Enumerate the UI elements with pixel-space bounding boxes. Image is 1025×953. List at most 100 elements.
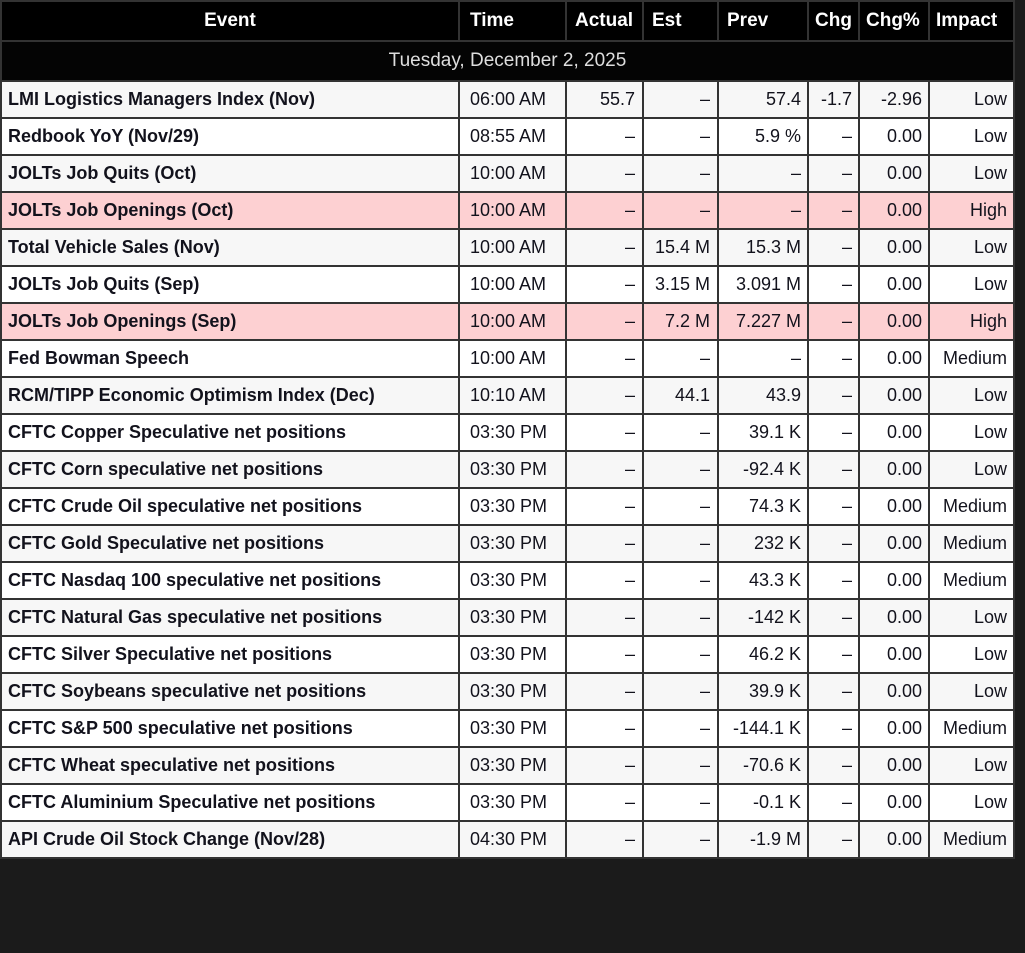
previous-cell: 7.227 M — [718, 303, 808, 340]
impact-cell: Low — [929, 747, 1014, 784]
previous-cell: 3.091 M — [718, 266, 808, 303]
actual-value-cell: – — [566, 821, 643, 858]
estimate-cell: – — [643, 414, 718, 451]
event-row[interactable]: CFTC Soybeans speculative net positions … — [1, 673, 1014, 710]
time-cell: 03:30 PM — [459, 525, 566, 562]
actual-value-cell: – — [566, 710, 643, 747]
estimate-cell: – — [643, 192, 718, 229]
time-cell: 03:30 PM — [459, 747, 566, 784]
estimate-cell: – — [643, 673, 718, 710]
change-cell: – — [808, 118, 859, 155]
event-row[interactable]: CFTC S&P 500 speculative net positions 0… — [1, 710, 1014, 747]
event-name-cell: RCM/TIPP Economic Optimism Index (Dec) — [1, 377, 459, 414]
event-row[interactable]: CFTC Silver Speculative net positions 03… — [1, 636, 1014, 673]
time-cell: 10:10 AM — [459, 377, 566, 414]
column-header-row: Event Time Actual Est Prev Chg Chg% Impa… — [1, 1, 1014, 41]
change-cell: – — [808, 303, 859, 340]
impact-cell: Low — [929, 784, 1014, 821]
event-row[interactable]: JOLTs Job Quits (Sep) 10:00 AM – 3.15 M … — [1, 266, 1014, 303]
time-cell: 03:30 PM — [459, 488, 566, 525]
event-name-cell: CFTC Copper Speculative net positions — [1, 414, 459, 451]
previous-cell: – — [718, 340, 808, 377]
event-name-cell: CFTC S&P 500 speculative net positions — [1, 710, 459, 747]
event-row[interactable]: JOLTs Job Openings (Oct) 10:00 AM – – – … — [1, 192, 1014, 229]
impact-cell: Low — [929, 673, 1014, 710]
change-pct-cell: 0.00 — [859, 229, 929, 266]
change-cell: – — [808, 155, 859, 192]
event-row[interactable]: Redbook YoY (Nov/29) 08:55 AM – – 5.9 % … — [1, 118, 1014, 155]
event-row[interactable]: CFTC Natural Gas speculative net positio… — [1, 599, 1014, 636]
impact-cell: Medium — [929, 488, 1014, 525]
change-cell: – — [808, 266, 859, 303]
event-row[interactable]: CFTC Aluminium Speculative net positions… — [1, 784, 1014, 821]
event-row[interactable]: CFTC Wheat speculative net positions 03:… — [1, 747, 1014, 784]
column-header-event: Event — [1, 1, 459, 41]
change-pct-cell: 0.00 — [859, 525, 929, 562]
event-row[interactable]: CFTC Corn speculative net positions 03:3… — [1, 451, 1014, 488]
column-header-est: Est — [643, 1, 718, 41]
column-header-prev: Prev — [718, 1, 808, 41]
event-name-cell: CFTC Soybeans speculative net positions — [1, 673, 459, 710]
previous-cell: -0.1 K — [718, 784, 808, 821]
column-header-actual: Actual — [566, 1, 643, 41]
change-cell: – — [808, 414, 859, 451]
event-row[interactable]: Fed Bowman Speech 10:00 AM – – – – 0.00 … — [1, 340, 1014, 377]
change-pct-cell: 0.00 — [859, 266, 929, 303]
event-row[interactable]: JOLTs Job Openings (Sep) 10:00 AM – 7.2 … — [1, 303, 1014, 340]
previous-cell: – — [718, 192, 808, 229]
actual-value-cell: – — [566, 303, 643, 340]
time-cell: 03:30 PM — [459, 673, 566, 710]
change-pct-cell: 0.00 — [859, 562, 929, 599]
event-row[interactable]: Total Vehicle Sales (Nov) 10:00 AM – 15.… — [1, 229, 1014, 266]
actual-value-cell: – — [566, 118, 643, 155]
estimate-cell: – — [643, 636, 718, 673]
previous-cell: 39.9 K — [718, 673, 808, 710]
change-cell: – — [808, 710, 859, 747]
impact-cell: Low — [929, 636, 1014, 673]
event-row[interactable]: CFTC Gold Speculative net positions 03:3… — [1, 525, 1014, 562]
impact-cell: High — [929, 192, 1014, 229]
actual-value-cell: – — [566, 192, 643, 229]
column-header-time: Time — [459, 1, 566, 41]
event-row[interactable]: RCM/TIPP Economic Optimism Index (Dec) 1… — [1, 377, 1014, 414]
time-cell: 10:00 AM — [459, 303, 566, 340]
change-cell: -1.7 — [808, 81, 859, 118]
impact-cell: Low — [929, 155, 1014, 192]
change-cell: – — [808, 340, 859, 377]
actual-value-cell: – — [566, 451, 643, 488]
impact-cell: Low — [929, 414, 1014, 451]
estimate-cell: – — [643, 451, 718, 488]
estimate-cell: – — [643, 747, 718, 784]
economic-calendar-table: Event Time Actual Est Prev Chg Chg% Impa… — [0, 0, 1015, 859]
event-row[interactable]: JOLTs Job Quits (Oct) 10:00 AM – – – – 0… — [1, 155, 1014, 192]
change-pct-cell: 0.00 — [859, 377, 929, 414]
event-row[interactable]: LMI Logistics Managers Index (Nov) 06:00… — [1, 81, 1014, 118]
time-cell: 10:00 AM — [459, 155, 566, 192]
time-cell: 10:00 AM — [459, 229, 566, 266]
time-cell: 10:00 AM — [459, 192, 566, 229]
impact-cell: Medium — [929, 525, 1014, 562]
event-row[interactable]: CFTC Crude Oil speculative net positions… — [1, 488, 1014, 525]
impact-cell: Low — [929, 118, 1014, 155]
previous-cell: 57.4 — [718, 81, 808, 118]
event-row[interactable]: CFTC Copper Speculative net positions 03… — [1, 414, 1014, 451]
previous-cell: 232 K — [718, 525, 808, 562]
previous-cell: -92.4 K — [718, 451, 808, 488]
impact-cell: Low — [929, 599, 1014, 636]
event-row[interactable]: API Crude Oil Stock Change (Nov/28) 04:3… — [1, 821, 1014, 858]
event-name-cell: API Crude Oil Stock Change (Nov/28) — [1, 821, 459, 858]
event-name-cell: CFTC Crude Oil speculative net positions — [1, 488, 459, 525]
actual-value-cell: – — [566, 229, 643, 266]
estimate-cell: – — [643, 155, 718, 192]
estimate-cell: – — [643, 488, 718, 525]
change-pct-cell: 0.00 — [859, 192, 929, 229]
time-cell: 04:30 PM — [459, 821, 566, 858]
event-name-cell: CFTC Natural Gas speculative net positio… — [1, 599, 459, 636]
previous-cell: 43.3 K — [718, 562, 808, 599]
event-row[interactable]: CFTC Nasdaq 100 speculative net position… — [1, 562, 1014, 599]
event-name-cell: Total Vehicle Sales (Nov) — [1, 229, 459, 266]
actual-value-cell: – — [566, 562, 643, 599]
actual-value-cell: – — [566, 266, 643, 303]
time-cell: 03:30 PM — [459, 784, 566, 821]
event-name-cell: JOLTs Job Openings (Sep) — [1, 303, 459, 340]
